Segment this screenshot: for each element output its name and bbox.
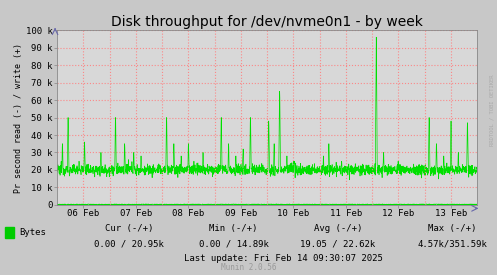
Text: Max (-/+): Max (-/+) (428, 224, 477, 233)
Text: Last update: Fri Feb 14 09:30:07 2025: Last update: Fri Feb 14 09:30:07 2025 (184, 254, 383, 263)
Text: Avg (-/+): Avg (-/+) (314, 224, 362, 233)
Text: 0.00 / 20.95k: 0.00 / 20.95k (94, 239, 164, 248)
Text: Munin 2.0.56: Munin 2.0.56 (221, 263, 276, 272)
Y-axis label: Pr second read (-) / write (+): Pr second read (-) / write (+) (14, 43, 23, 192)
Text: 0.00 / 14.89k: 0.00 / 14.89k (199, 239, 268, 248)
Text: Cur (-/+): Cur (-/+) (105, 224, 154, 233)
Text: 4.57k/351.59k: 4.57k/351.59k (417, 239, 487, 248)
Text: 19.05 / 22.62k: 19.05 / 22.62k (300, 239, 376, 248)
Text: RRDTOOL / TOBI OETIKER: RRDTOOL / TOBI OETIKER (490, 74, 495, 146)
Text: Min (-/+): Min (-/+) (209, 224, 258, 233)
Title: Disk throughput for /dev/nvme0n1 - by week: Disk throughput for /dev/nvme0n1 - by we… (111, 15, 423, 29)
Text: Bytes: Bytes (19, 228, 46, 237)
